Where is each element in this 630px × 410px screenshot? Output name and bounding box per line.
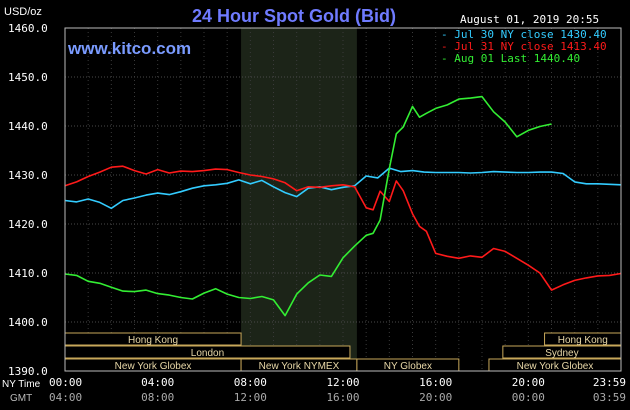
plot-border xyxy=(64,27,622,372)
chart-timestamp: August 01, 2019 20:55 xyxy=(460,13,599,26)
y-tick-label: 1410.0 xyxy=(8,267,48,280)
plot-area xyxy=(64,27,622,372)
x-tick-label-ny: 08:00 xyxy=(234,376,267,389)
x-tick-label-ny: 12:00 xyxy=(326,376,359,389)
session-label: Sydney xyxy=(545,348,578,359)
x-tick-label-gmt: 00:00 xyxy=(512,391,545,404)
session-label: NY Globex xyxy=(384,361,432,372)
session-label: London xyxy=(191,348,224,359)
session-bars: Hong Kong London New York Globex New York N… xyxy=(64,332,622,372)
y-axis-label: USD/oz xyxy=(4,6,42,18)
x-tick-label-gmt: 16:00 xyxy=(326,391,359,404)
x-tick-label-gmt: 20:00 xyxy=(419,391,452,404)
session-label: Hong Kong xyxy=(128,335,178,346)
session-label: Hong Kong xyxy=(558,335,608,346)
series-line-1 xyxy=(64,165,622,291)
legend-entry-0: - Jul 30 NY close 1430.40 xyxy=(441,28,607,41)
kitco-watermark: www.kitco.com xyxy=(67,39,191,58)
x-tick-label-ny: 16:00 xyxy=(419,376,452,389)
x-tick-label-ny: 04:00 xyxy=(141,376,174,389)
x-tick-label-gmt: 12:00 xyxy=(234,391,267,404)
y-tick-label: 1440.0 xyxy=(8,120,48,133)
x-tick-label-gmt: 04:00 xyxy=(49,391,82,404)
series-line-0 xyxy=(64,167,622,210)
x-tick-label-gmt: 03:59 xyxy=(593,391,626,404)
x-tick-label-ny: 00:00 xyxy=(49,376,82,389)
session-label: New York Globex xyxy=(517,361,594,372)
nymex-session-shading xyxy=(241,28,357,371)
x-tick-label-ny: 20:00 xyxy=(512,376,545,389)
x-axis-label-gmt: GMT xyxy=(10,393,32,404)
y-tick-label: 1430.0 xyxy=(8,169,48,182)
x-tick-label-gmt: 08:00 xyxy=(141,391,174,404)
x-tick-label-ny: 23:59 xyxy=(593,376,626,389)
legend-entry-2: - Aug 01 Last 1440.40 xyxy=(441,52,580,65)
series-line-2 xyxy=(64,95,552,317)
legend: - Jul 30 NY close 1430.40- Jul 31 NY clo… xyxy=(441,28,607,65)
y-tick-label: 1390.0 xyxy=(8,365,48,378)
legend-entry-1: - Jul 31 NY close 1413.40 xyxy=(441,40,607,53)
session-label: New York NYMEX xyxy=(259,361,340,372)
chart-title: 24 Hour Spot Gold (Bid) xyxy=(192,6,396,26)
x-axis-label-ny: NY Time xyxy=(2,379,41,390)
y-tick-label: 1460.0 xyxy=(8,22,48,35)
axes: 1460.0 1450.0 1440.0 1430.0 1420.0 1410.0 1400… xyxy=(8,22,626,404)
y-tick-label: 1400.0 xyxy=(8,316,48,329)
session-label: New York Globex xyxy=(115,361,192,372)
y-tick-label: 1450.0 xyxy=(8,71,48,84)
y-tick-label: 1420.0 xyxy=(8,218,48,231)
